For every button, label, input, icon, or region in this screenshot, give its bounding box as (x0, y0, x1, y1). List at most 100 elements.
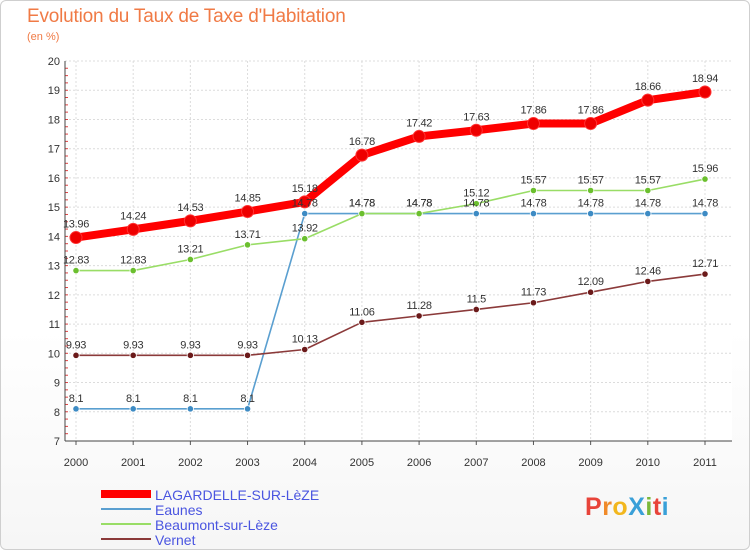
data-label: 15.12 (463, 188, 489, 200)
data-label: 12.83 (63, 255, 89, 267)
data-point (412, 129, 426, 143)
data-label: 14.78 (692, 198, 718, 210)
y-tick-label: 15 (48, 202, 60, 214)
data-point (644, 277, 652, 285)
data-label: 9.93 (237, 339, 257, 351)
x-tick-label: 2002 (178, 457, 202, 469)
x-tick-label: 2004 (292, 457, 316, 469)
data-point (587, 209, 595, 218)
data-point (243, 241, 252, 249)
plot-area (65, 61, 732, 441)
data-label: 11.73 (521, 287, 546, 299)
data-label: 8.1 (126, 393, 141, 405)
data-point (243, 405, 252, 413)
data-label: 14.24 (120, 210, 146, 222)
data-point (529, 209, 538, 218)
data-label: 11.5 (467, 293, 487, 305)
x-tick-label: 2006 (407, 457, 431, 469)
data-label: 14.78 (463, 198, 489, 210)
data-label: 14.78 (292, 198, 318, 210)
data-point (587, 186, 595, 195)
data-label: 8.1 (240, 393, 255, 405)
legend-label: Eaunes (155, 502, 202, 518)
data-point (241, 205, 255, 219)
data-label: 14.78 (349, 198, 375, 210)
data-label: 12.09 (578, 276, 604, 288)
y-tick-label: 19 (48, 85, 60, 97)
data-point (415, 312, 423, 320)
y-tick-label: 7 (54, 436, 60, 448)
data-point (72, 351, 80, 359)
data-label: 9.93 (66, 339, 86, 351)
data-point (298, 195, 312, 209)
data-label: 15.18 (292, 183, 318, 195)
data-label: 17.63 (463, 111, 489, 123)
data-label: 13.71 (235, 229, 261, 241)
data-point (129, 351, 137, 359)
data-label: 14.53 (177, 202, 203, 214)
y-tick-label: 12 (48, 290, 60, 302)
data-label: 9.93 (180, 339, 200, 351)
x-tick-label: 2009 (578, 457, 602, 469)
data-point (644, 209, 652, 218)
x-tick-label: 2007 (464, 457, 488, 469)
data-label: 15.57 (578, 174, 604, 186)
data-label: 14.78 (349, 198, 375, 210)
y-tick-label: 8 (54, 407, 60, 419)
data-point (243, 351, 252, 359)
data-label: 14.78 (406, 198, 432, 210)
data-point (129, 266, 137, 275)
data-point (701, 209, 709, 218)
data-point (584, 117, 598, 131)
data-point (529, 186, 538, 195)
logo-letter: r (602, 493, 613, 521)
data-point (641, 93, 655, 107)
legend-label: Vernet (155, 532, 196, 548)
data-label: 8.1 (69, 393, 84, 405)
chart-subtitle: (en %) (27, 31, 60, 43)
data-label: 15.57 (635, 174, 661, 186)
y-tick-label: 14 (48, 231, 60, 243)
y-tick-label: 13 (48, 261, 60, 273)
y-tick-label: 11 (49, 319, 60, 331)
data-point (301, 345, 309, 354)
logo-letter: i (645, 493, 653, 521)
logo-letter: i (661, 493, 670, 521)
y-tick-label: 16 (48, 173, 60, 185)
data-point (415, 209, 423, 218)
data-point (472, 305, 480, 314)
data-label: 13.21 (177, 243, 203, 255)
data-point (72, 405, 80, 413)
x-tick-label: 2008 (521, 457, 545, 469)
data-label: 14.78 (578, 198, 604, 210)
data-point (301, 209, 309, 218)
data-label: 17.42 (406, 117, 432, 129)
data-point (69, 231, 83, 245)
data-point (358, 209, 366, 218)
chart-title: Evolution du Taux de Taxe d'Habitation (27, 6, 346, 27)
data-point (186, 351, 194, 359)
y-tick-label: 10 (48, 348, 60, 360)
data-point (472, 200, 480, 208)
data-label: 14.78 (520, 198, 546, 210)
data-label: 11.06 (349, 306, 374, 318)
data-label: 15.96 (692, 163, 718, 175)
data-point (698, 85, 712, 99)
data-label: 12.46 (635, 265, 661, 277)
data-label: 14.85 (235, 193, 261, 205)
series-line (75, 273, 706, 357)
data-point (587, 288, 595, 296)
data-point (469, 123, 483, 137)
proxiti-logo: ProXiti (585, 493, 669, 522)
logo-letter: P (585, 493, 603, 521)
data-point (301, 235, 309, 243)
data-point (186, 255, 194, 264)
data-label: 17.86 (520, 105, 546, 117)
data-label: 9.93 (123, 339, 143, 351)
data-label: 12.71 (692, 258, 718, 270)
data-point (701, 270, 709, 278)
data-label: 10.13 (292, 334, 318, 346)
x-tick-label: 2000 (64, 457, 88, 469)
data-point (72, 266, 80, 275)
